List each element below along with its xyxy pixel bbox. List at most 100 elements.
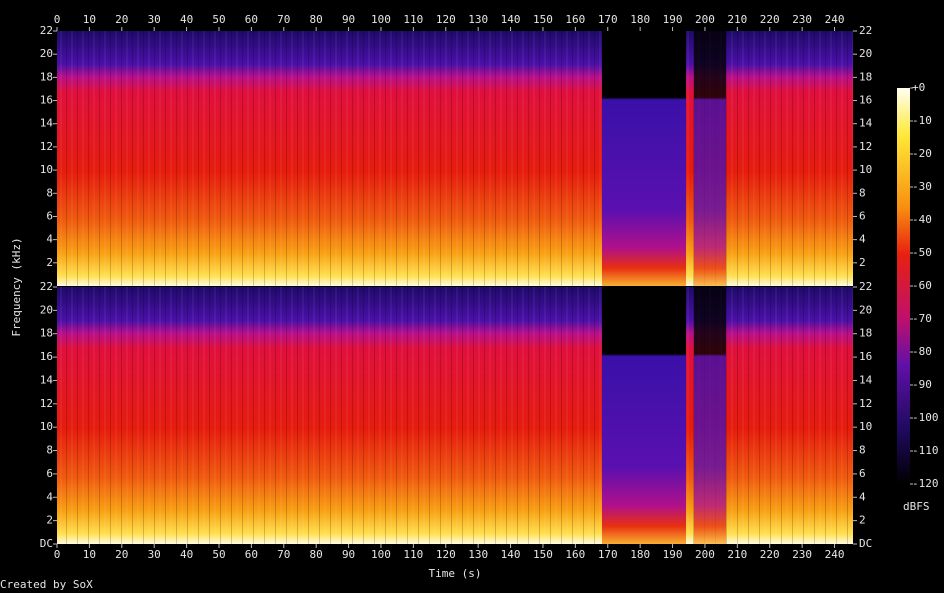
y-tick-label: 6 — [859, 209, 866, 222]
y-tick-label: 14 — [40, 117, 54, 130]
x-tick-label: 40 — [180, 13, 193, 26]
x-tick-label: 80 — [310, 548, 323, 561]
x-tick-label: 240 — [825, 13, 845, 26]
y-tick-label: 6 — [46, 209, 53, 222]
colorbar-tick-label: -120 — [912, 477, 939, 490]
colorbar-tick-label: -90 — [912, 378, 932, 391]
footer: Created by SoX — [0, 578, 93, 591]
x-tick-label: 140 — [501, 548, 521, 561]
x-tick-label: 30 — [148, 13, 161, 26]
colorbar-tick-label: -10 — [912, 114, 932, 127]
y-tick-label: 10 — [859, 420, 872, 433]
quiet-region — [602, 31, 686, 286]
y-tick-label: 16 — [859, 94, 872, 107]
x-tick-label: 110 — [403, 13, 423, 26]
x-tick-label: 20 — [115, 548, 128, 561]
y-tick-label: 4 — [859, 490, 866, 503]
y-tick-label: 2 — [46, 256, 53, 269]
y-tick-label: 8 — [859, 186, 866, 199]
x-tick-label: 160 — [565, 548, 585, 561]
y-tick-label: 12 — [859, 140, 872, 153]
y-tick-label: 2 — [859, 514, 866, 527]
y-tick-label: 18 — [40, 327, 53, 340]
y-tick-label: 6 — [859, 467, 866, 480]
colorbar-tick-label: -100 — [912, 411, 939, 424]
x-tick-label: 0 — [54, 548, 61, 561]
y-tick-label: 22 — [40, 24, 53, 37]
y-tick-label: 8 — [46, 444, 53, 457]
x-tick-label: 200 — [695, 13, 715, 26]
colorbar-tick-label: +0 — [912, 81, 925, 94]
x-tick-label: 10 — [83, 548, 96, 561]
colorbar-tick-label: -20 — [912, 147, 932, 160]
y-tick-label: 10 — [40, 163, 53, 176]
y-tick-label: 8 — [46, 186, 53, 199]
x-tick-label: 100 — [371, 548, 391, 561]
spectrogram-texture — [57, 287, 853, 544]
x-tick-label: 170 — [598, 548, 618, 561]
x-tick-label: 220 — [760, 13, 780, 26]
y-tick-label: 2 — [46, 514, 53, 527]
y-tick-label: DC — [859, 537, 872, 550]
x-tick-label: 190 — [663, 548, 683, 561]
y-tick-label: 14 — [40, 373, 54, 386]
x-tick-label: 210 — [727, 548, 747, 561]
y-tick-label: 22 — [859, 24, 872, 37]
x-tick-label: 60 — [245, 13, 258, 26]
x-tick-label: 50 — [212, 13, 225, 26]
colorbar — [897, 88, 910, 484]
x-tick-label: 140 — [501, 13, 521, 26]
x-tick-label: 70 — [277, 548, 290, 561]
y-tick-label: 2 — [859, 256, 866, 269]
y-tick-label: 4 — [859, 233, 866, 246]
x-tick-label: 110 — [403, 548, 423, 561]
x-axis-label: Time (s) — [429, 567, 482, 580]
x-tick-label: 90 — [342, 548, 355, 561]
x-tick-label: 190 — [663, 13, 683, 26]
x-tick-label: 40 — [180, 548, 193, 561]
colorbar-tick-label: -60 — [912, 279, 932, 292]
y-tick-label: 14 — [859, 373, 873, 386]
y-tick-label: 16 — [40, 350, 53, 363]
x-tick-label: 150 — [533, 13, 553, 26]
x-tick-label: 120 — [436, 13, 456, 26]
y-tick-label: 6 — [46, 467, 53, 480]
x-tick-label: 200 — [695, 548, 715, 561]
x-tick-label: 10 — [83, 13, 96, 26]
x-tick-label: 230 — [792, 548, 812, 561]
y-tick-label: 12 — [859, 397, 872, 410]
y-tick-label: 16 — [40, 94, 53, 107]
x-tick-label: 130 — [468, 548, 488, 561]
y-tick-label: 18 — [859, 70, 872, 83]
quiet-region — [602, 287, 686, 544]
y-tick-label: 4 — [46, 490, 53, 503]
x-tick-label: 180 — [630, 548, 650, 561]
x-tick-label: 100 — [371, 13, 391, 26]
x-tick-label: 160 — [565, 13, 585, 26]
x-tick-label: 130 — [468, 13, 488, 26]
x-tick-label: 180 — [630, 13, 650, 26]
x-tick-label: 50 — [212, 548, 225, 561]
y-tick-label: 10 — [40, 420, 53, 433]
x-tick-label: 170 — [598, 13, 618, 26]
x-tick-label: 80 — [310, 13, 323, 26]
colorbar-tick-label: -30 — [912, 180, 932, 193]
x-tick-label: 220 — [760, 548, 780, 561]
x-tick-label: 120 — [436, 548, 456, 561]
y-tick-label: 20 — [859, 303, 872, 316]
x-tick-label: 20 — [115, 13, 128, 26]
x-tick-label: 240 — [825, 548, 845, 561]
spectrogram-texture — [57, 31, 853, 286]
y-tick-label: 12 — [40, 140, 53, 153]
panel-bottom — [57, 287, 853, 544]
y-tick-label: 16 — [859, 350, 872, 363]
colorbar-tick-label: -70 — [912, 312, 932, 325]
y-tick-label: 20 — [40, 303, 53, 316]
y-tick-label: 8 — [859, 444, 866, 457]
x-tick-label: 30 — [148, 548, 161, 561]
panel-top — [57, 31, 853, 286]
x-tick-label: 210 — [727, 13, 747, 26]
quiet-region — [694, 287, 726, 544]
y-tick-label: 12 — [40, 397, 53, 410]
